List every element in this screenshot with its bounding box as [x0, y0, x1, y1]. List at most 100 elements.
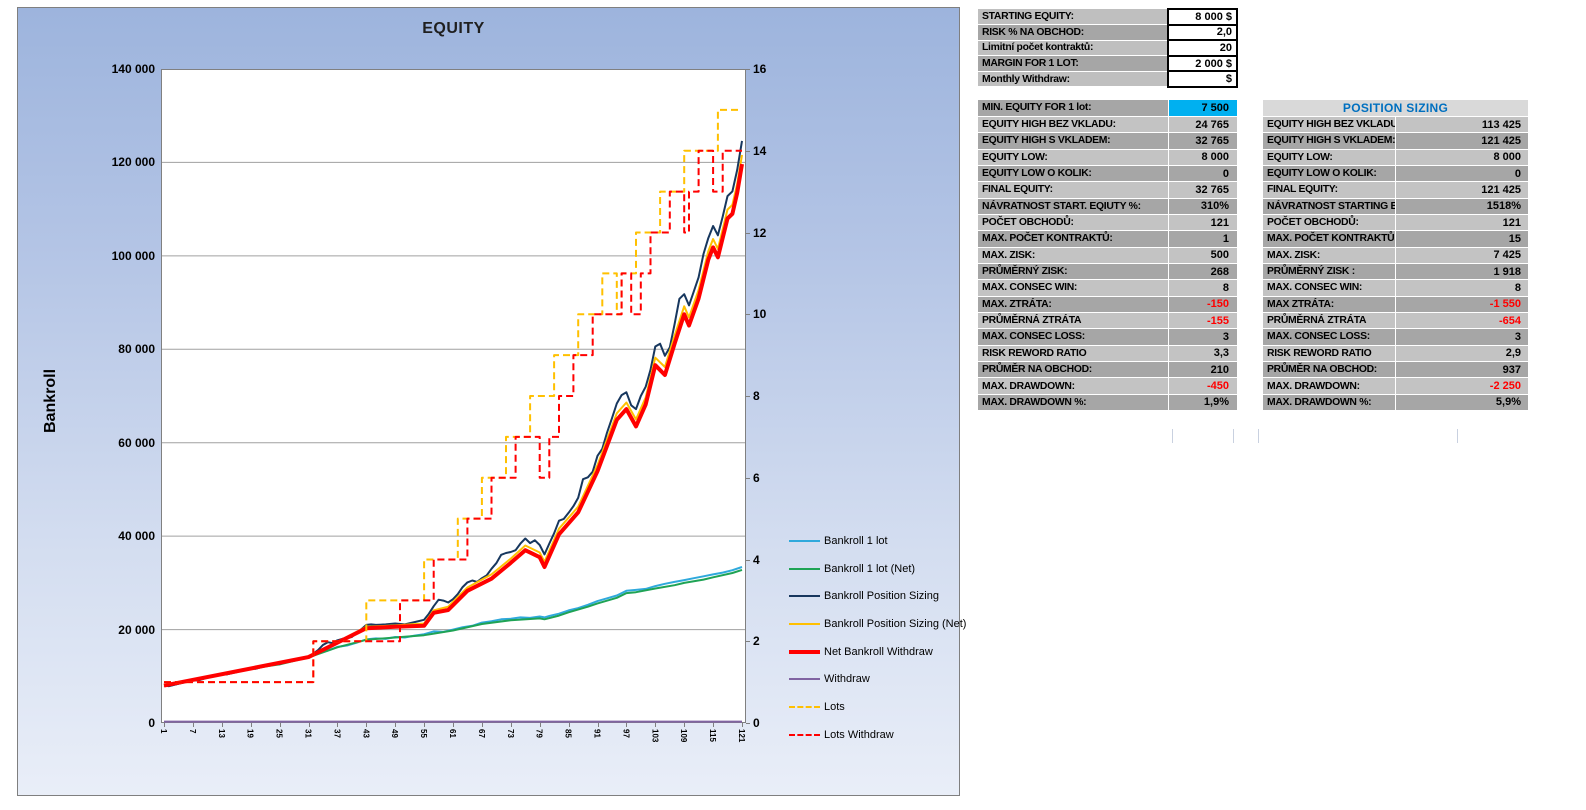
row-label: NÁVRATNOST START. EQIUTY %: [978, 198, 1169, 215]
table-row: MAX. CONSEC WIN: 8 [1263, 279, 1528, 297]
row-value: 500 [1168, 247, 1237, 264]
row-value: 8 000 [1168, 149, 1237, 166]
legend-label: Bankroll Position Sizing [824, 590, 939, 603]
table-row: EQUITY HIGH S VKLADEM: 121 425 [1263, 132, 1528, 150]
legend-line-swatch [789, 733, 820, 736]
row-value: 1,9% [1168, 394, 1237, 412]
row-value: 310% [1168, 198, 1237, 215]
row-value: 3,3 [1168, 345, 1237, 363]
legend-line-swatch [789, 622, 820, 625]
row-label: RISK REWORD RATIO [978, 345, 1169, 363]
right-axis-tick-mark [746, 723, 750, 724]
row-label: PRŮMĚRNÝ ZISK: [978, 263, 1169, 281]
table-row: MAX. ZISK: 7 425 [1263, 247, 1528, 264]
row-label: POČET OBCHODŮ: [1263, 214, 1396, 232]
table-row: EQUITY LOW O KOLIK: 0 [1263, 165, 1528, 183]
right-axis-tick-mark [746, 69, 750, 70]
left-axis-tick-label: 0 [148, 716, 155, 730]
equity-chart-panel: EQUITY Bankroll 140 000 120 000 100 000 80 … [17, 7, 966, 796]
legend-line-swatch [789, 678, 820, 681]
row-label: EQUITY HIGH BEZ VKLADU: [1263, 116, 1396, 134]
row-label: MAX. POČET KONTRAKTŮ: [978, 230, 1169, 248]
table-row: PRŮMĚRNÁ ZTRÁTA -654 [1263, 312, 1528, 330]
table-row: FINAL EQUITY: 121 425 [1263, 181, 1528, 199]
x-axis-tick-label: 121 [737, 729, 746, 743]
series-bankroll-position-sizing-net- [163, 154, 743, 687]
x-axis-tick-mark [366, 723, 368, 727]
row-value: 121 425 [1395, 132, 1528, 150]
table-row: MIN. EQUITY FOR 1 lot: 7 500 [978, 100, 1237, 117]
x-axis-tick-mark [424, 723, 426, 727]
x-axis-tick-mark [568, 723, 570, 727]
inputs-table: STARTING EQUITY: 8 000 $ RISK % NA OBCHOD:… [978, 8, 1238, 88]
row-value: -155 [1168, 312, 1237, 330]
right-axis-tick-mark [746, 314, 750, 316]
x-axis-tick-label: 115 [708, 729, 718, 742]
x-axis-tick-mark [510, 723, 512, 727]
right-axis-tick-label: 0 [753, 716, 760, 730]
row-value: 3 [1168, 328, 1237, 346]
row-value: 0 [1395, 165, 1528, 183]
row-value: 15 [1395, 230, 1528, 248]
input-value-cell[interactable]: $ [1167, 70, 1238, 88]
left-axis-tick-label: 40 000 [118, 529, 155, 544]
table-row: NÁVRATNOST START. EQIUTY %: 310% [978, 198, 1237, 215]
table-row: MAX. CONSEC LOSS: 3 [1263, 328, 1528, 346]
table-row: MAX. DRAWDOWN %: 1,9% [978, 394, 1237, 412]
input-value-cell[interactable]: 8 000 $ [1167, 8, 1238, 26]
row-label: MAX. DRAWDOWN: [978, 377, 1169, 395]
legend-label: Lots [824, 700, 845, 713]
row-label: MAX. DRAWDOWN: [1263, 377, 1396, 395]
table-row: MAX. ZISK: 500 [978, 247, 1237, 264]
row-label: FINAL EQUITY: [1263, 181, 1396, 199]
left-axis-tick-label: 100 000 [111, 248, 155, 263]
right-axis-tick-mark [746, 150, 750, 152]
x-axis-tick-label: 55 [419, 729, 429, 738]
row-label: RISK REWORD RATIO [1263, 345, 1396, 363]
table-row: PRŮMĚRNÝ ZISK: 268 [978, 263, 1237, 281]
row-value: 24 765 [1168, 116, 1237, 134]
left-axis-tick-label: 120 000 [111, 155, 155, 170]
row-label: MAX. CONSEC WIN: [978, 279, 1169, 297]
legend-item: Lots Withdraw [789, 721, 954, 749]
legend-item: Withdraw [789, 665, 954, 693]
input-row: MARGIN FOR 1 LOT: 2 000 $ [978, 54, 1238, 73]
row-value: -450 [1168, 377, 1237, 395]
table-row: MAX. CONSEC WIN: 8 [978, 279, 1237, 297]
row-label: MIN. EQUITY FOR 1 lot: [978, 100, 1169, 117]
legend-label: Bankroll 1 lot [824, 534, 888, 547]
left-axis-tick-label: 140 000 [111, 62, 155, 76]
input-value-cell[interactable]: 2 000 $ [1167, 54, 1238, 73]
input-label: RISK % NA OBCHOD: [978, 24, 1169, 41]
table-row: MAX ZTRÁTA: -1 550 [1263, 296, 1528, 313]
row-label: MAX. DRAWDOWN %: [1263, 394, 1396, 412]
x-axis-tick-label: 97 [621, 729, 631, 738]
row-value: -2 250 [1395, 377, 1528, 395]
table-row: EQUITY LOW: 8 000 [1263, 149, 1528, 166]
table-row: MAX. DRAWDOWN: -2 250 [1263, 377, 1528, 395]
input-value-cell[interactable]: 2,0 [1167, 23, 1238, 42]
table-row: PRŮMĚRNÝ ZISK :1 918 [1263, 263, 1528, 281]
input-value-cell[interactable]: 20 [1167, 39, 1238, 57]
right-axis-tick-mark [746, 559, 750, 561]
right-axis-tick-label: 8 [753, 389, 760, 403]
right-axis-tick-label: 6 [753, 470, 760, 485]
legend-label: Lots Withdraw [824, 728, 894, 741]
row-label: NÁVRATNOST STARTING EQUTY %: [1263, 198, 1396, 215]
row-value: 1 918 [1395, 263, 1528, 281]
input-label: STARTING EQUITY: [978, 9, 1169, 26]
row-value: 32 765 [1168, 132, 1237, 150]
row-label: POČET OBCHODŮ: [978, 214, 1169, 232]
right-axis-tick-label: 10 [753, 307, 767, 322]
row-value: 121 [1395, 214, 1528, 232]
position-sizing-stats-table: POSITION SIZING EQUITY HIGH BEZ VKLADU: 11… [1263, 100, 1528, 412]
row-value: -150 [1168, 296, 1237, 313]
row-label: MAX ZTRÁTA: [1263, 296, 1396, 313]
legend-item: Bankroll Position Sizing [789, 582, 954, 610]
right-axis-tick-mark [746, 396, 750, 397]
x-axis-tick-label: 7 [187, 729, 197, 734]
left-axis-tick-label: 80 000 [118, 342, 155, 357]
legend-label: Bankroll Position Sizing (Net) [824, 617, 967, 630]
x-axis-tick-mark [337, 723, 339, 727]
row-value: 0 [1168, 165, 1237, 183]
